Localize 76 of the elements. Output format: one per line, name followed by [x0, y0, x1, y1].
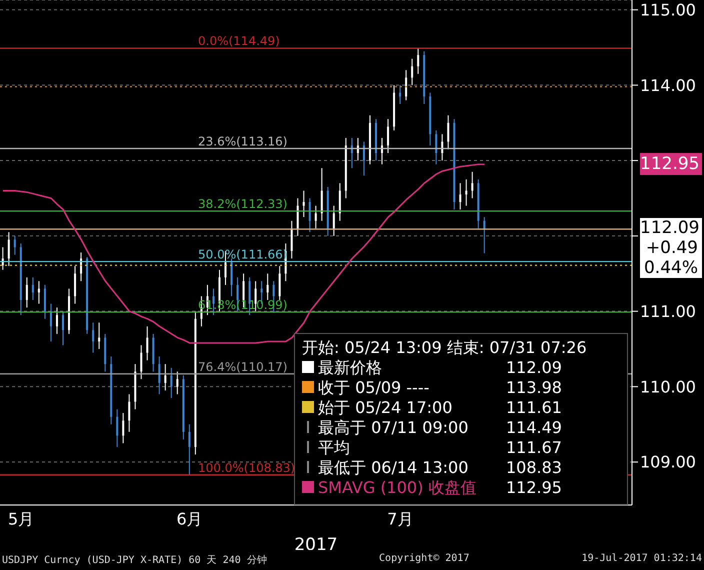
- candlestick: [128, 394, 130, 432]
- candlestick: [411, 58, 414, 86]
- candlestick: [164, 364, 166, 391]
- candlestick: [308, 198, 311, 233]
- y-tick-label: 109.00: [640, 452, 696, 472]
- text: 始于 05/24 17:00 111.61: [318, 398, 562, 417]
- text: 收于 05/09 ---- 113.98: [318, 378, 562, 397]
- annotation: 开始: 05/24 13:09 结束: 07/31 07:26: [302, 338, 587, 357]
- candlestick: [290, 220, 293, 260]
- candlestick: [399, 84, 402, 105]
- candlestick: [266, 273, 269, 300]
- candlestick: [441, 134, 444, 162]
- candlestick: [483, 216, 486, 254]
- candlestick: [465, 178, 468, 206]
- candlestick: [387, 118, 390, 154]
- candlestick: [122, 412, 124, 444]
- candlestick: [32, 276, 34, 300]
- candlestick: [471, 171, 474, 199]
- candlestick: [296, 198, 299, 236]
- candlestick: [98, 322, 100, 350]
- candlestick: [320, 168, 323, 222]
- ref-line-label: 38.2%(112.33): [198, 197, 288, 212]
- candlestick: [459, 182, 462, 210]
- candlestick: [158, 356, 160, 395]
- candlestick: [405, 70, 408, 101]
- candlestick: [417, 48, 420, 74]
- candlestick: [278, 266, 281, 300]
- candlestick: [302, 190, 305, 218]
- y-tick-label: 115.00: [640, 0, 696, 20]
- text: 0.44%: [642, 258, 698, 278]
- y-tick-label: 111.00: [640, 302, 696, 321]
- text: Copyright© 2017: [379, 553, 470, 566]
- text: 最高于 07/11 09:00 114.49: [318, 418, 562, 437]
- candlestick: [14, 235, 16, 256]
- ref-line-label: 76.4%(110.17): [198, 360, 288, 374]
- candlestick: [170, 367, 172, 398]
- text: 最新价格: [318, 358, 382, 377]
- candlestick: [8, 232, 10, 267]
- text: USDJPY Curncy (USD-JPY X-RATE) 60 天 240 分钟: [2, 554, 267, 567]
- text: 最低于 06/14 13:00 108.83: [318, 458, 562, 477]
- text: 19-Jul-2017 01:32:14: [582, 553, 702, 566]
- ref-line-label: 0.0%(114.49): [198, 34, 280, 48]
- x-tick-label: 5月: [8, 509, 34, 528]
- candlestick: [362, 141, 365, 176]
- candlestick: [188, 424, 190, 476]
- x-tick-label: 6月: [176, 509, 203, 528]
- candlestick: [447, 114, 450, 150]
- candlestick: [74, 266, 76, 304]
- candlestick: [38, 280, 40, 304]
- text: +0.49: [644, 238, 698, 258]
- annotation: 112.95: [506, 478, 562, 497]
- candlestick: [176, 371, 178, 395]
- ref-line-label: 23.6%(113.16): [198, 134, 288, 148]
- candlestick: [338, 182, 341, 222]
- ref-line-label: 100.0%(108.83): [198, 460, 296, 475]
- candlestick: [44, 284, 46, 320]
- candlestick: [56, 307, 58, 334]
- y-tick-label: 114.00: [640, 76, 696, 95]
- text: SMAVG (100) 收盘值: [318, 478, 476, 497]
- candlestick: [435, 130, 438, 165]
- candlestick: [314, 205, 317, 229]
- text: 112.09: [640, 218, 700, 238]
- candlestick: [116, 408, 118, 448]
- annotation: 112.09: [506, 358, 562, 377]
- candlestick: [26, 276, 28, 308]
- text: 112.95: [640, 153, 702, 176]
- candlestick: [62, 310, 64, 346]
- text: 平均 111.67: [318, 438, 562, 457]
- x-tick-label: 7月: [387, 509, 414, 528]
- x-axis-title: 2017: [294, 535, 338, 555]
- candlestick: [146, 326, 148, 361]
- candlestick: [50, 303, 52, 342]
- candlestick: [92, 322, 94, 354]
- candlestick: [140, 344, 142, 380]
- candlestick: [332, 205, 335, 236]
- y-tick-label: 110.00: [640, 377, 696, 396]
